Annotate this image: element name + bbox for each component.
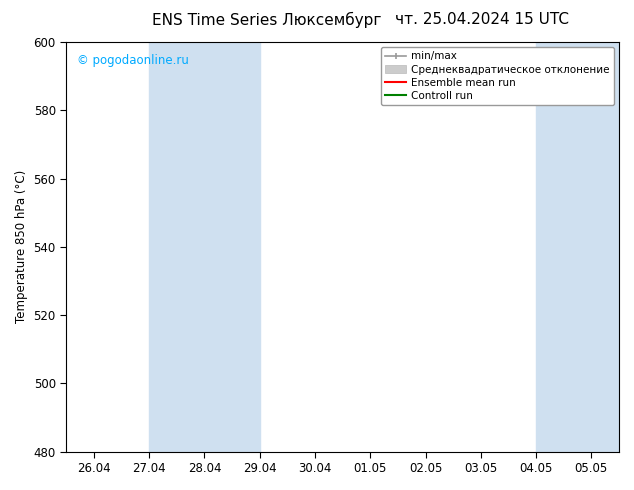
- Bar: [149, 42, 260, 452]
- Text: © pogodaonline.ru: © pogodaonline.ru: [77, 54, 189, 67]
- Text: ENS Time Series Люксембург: ENS Time Series Люксембург: [152, 12, 381, 28]
- Bar: [592, 42, 619, 452]
- Y-axis label: Temperature 850 hPa (°C): Temperature 850 hPa (°C): [15, 170, 28, 323]
- Text: чт. 25.04.2024 15 UTC: чт. 25.04.2024 15 UTC: [395, 12, 569, 27]
- Bar: [536, 42, 592, 452]
- Legend: min/max, Среднеквадратическое отклонение, Ensemble mean run, Controll run: min/max, Среднеквадратическое отклонение…: [381, 47, 614, 105]
